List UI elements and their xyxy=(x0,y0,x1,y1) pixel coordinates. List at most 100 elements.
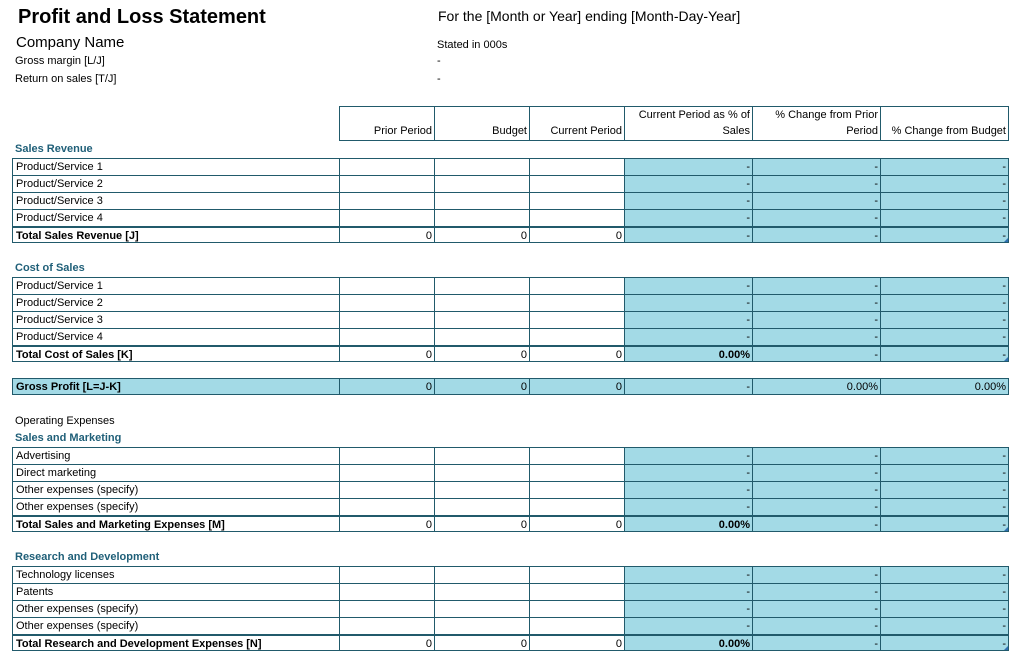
budget-cell[interactable]: 0 xyxy=(434,226,529,243)
current-period-cell[interactable] xyxy=(529,600,624,617)
pct-of-sales-cell[interactable]: 0.00% xyxy=(624,515,752,532)
budget-cell[interactable] xyxy=(434,209,529,226)
prior-period-cell[interactable] xyxy=(339,447,434,464)
change-prior-cell[interactable]: - xyxy=(752,583,880,600)
col-header-prior-period[interactable]: Prior Period xyxy=(339,106,434,141)
budget-cell[interactable] xyxy=(434,294,529,311)
col-header-change-budget[interactable]: % Change from Budget xyxy=(880,106,1009,141)
prior-period-cell[interactable]: 0 xyxy=(339,345,434,362)
budget-cell[interactable] xyxy=(434,447,529,464)
row-label[interactable]: Patents xyxy=(12,583,339,600)
change-prior-cell[interactable]: - xyxy=(752,294,880,311)
prior-period-cell[interactable] xyxy=(339,481,434,498)
pct-of-sales-cell[interactable]: - xyxy=(624,378,752,395)
row-label[interactable]: Other expenses (specify) xyxy=(12,617,339,634)
budget-cell[interactable] xyxy=(434,600,529,617)
change-budget-cell[interactable]: - xyxy=(880,447,1009,464)
row-label[interactable]: Product/Service 2 xyxy=(12,294,339,311)
row-label[interactable]: Product/Service 1 xyxy=(12,158,339,175)
change-prior-cell[interactable]: - xyxy=(752,192,880,209)
row-label[interactable]: Total Cost of Sales [K] xyxy=(12,345,339,362)
budget-cell[interactable] xyxy=(434,566,529,583)
row-label[interactable]: Product/Service 3 xyxy=(12,311,339,328)
pct-of-sales-cell[interactable]: - xyxy=(624,294,752,311)
current-period-cell[interactable] xyxy=(529,192,624,209)
prior-period-cell[interactable] xyxy=(339,583,434,600)
prior-period-cell[interactable] xyxy=(339,600,434,617)
row-label[interactable]: Gross Profit [L=J-K] xyxy=(12,378,339,395)
change-budget-cell[interactable]: - xyxy=(880,515,1009,532)
change-prior-cell[interactable]: - xyxy=(752,226,880,243)
change-budget-cell[interactable]: - xyxy=(880,498,1009,515)
prior-period-cell[interactable] xyxy=(339,192,434,209)
change-budget-cell[interactable]: - xyxy=(880,175,1009,192)
change-budget-cell[interactable]: - xyxy=(880,600,1009,617)
change-budget-cell[interactable]: - xyxy=(880,209,1009,226)
current-period-cell[interactable] xyxy=(529,498,624,515)
change-prior-cell[interactable]: - xyxy=(752,481,880,498)
change-budget-cell[interactable]: - xyxy=(880,192,1009,209)
change-budget-cell[interactable]: - xyxy=(880,583,1009,600)
change-budget-cell[interactable]: - xyxy=(880,311,1009,328)
pct-of-sales-cell[interactable]: - xyxy=(624,447,752,464)
prior-period-cell[interactable] xyxy=(339,566,434,583)
change-prior-cell[interactable]: - xyxy=(752,464,880,481)
prior-period-cell[interactable] xyxy=(339,277,434,294)
row-label[interactable]: Total Research and Development Expenses … xyxy=(12,634,339,651)
current-period-cell[interactable] xyxy=(529,294,624,311)
current-period-cell[interactable] xyxy=(529,447,624,464)
pct-of-sales-cell[interactable]: - xyxy=(624,583,752,600)
pct-of-sales-cell[interactable]: - xyxy=(624,192,752,209)
change-prior-cell[interactable]: - xyxy=(752,634,880,651)
prior-period-cell[interactable]: 0 xyxy=(339,634,434,651)
current-period-cell[interactable]: 0 xyxy=(529,515,624,532)
current-period-cell[interactable] xyxy=(529,209,624,226)
budget-cell[interactable] xyxy=(434,158,529,175)
change-prior-cell[interactable]: - xyxy=(752,277,880,294)
change-prior-cell[interactable]: - xyxy=(752,345,880,362)
prior-period-cell[interactable]: 0 xyxy=(339,515,434,532)
budget-cell[interactable] xyxy=(434,481,529,498)
row-label[interactable]: Product/Service 3 xyxy=(12,192,339,209)
pct-of-sales-cell[interactable]: - xyxy=(624,226,752,243)
current-period-cell[interactable] xyxy=(529,481,624,498)
pct-of-sales-cell[interactable]: 0.00% xyxy=(624,345,752,362)
budget-cell[interactable] xyxy=(434,464,529,481)
prior-period-cell[interactable]: 0 xyxy=(339,378,434,395)
prior-period-cell[interactable] xyxy=(339,158,434,175)
col-header-budget[interactable]: Budget xyxy=(434,106,529,141)
budget-cell[interactable]: 0 xyxy=(434,345,529,362)
row-label[interactable]: Product/Service 4 xyxy=(12,328,339,345)
current-period-cell[interactable]: 0 xyxy=(529,634,624,651)
change-prior-cell[interactable]: - xyxy=(752,515,880,532)
prior-period-cell[interactable] xyxy=(339,209,434,226)
current-period-cell[interactable] xyxy=(529,175,624,192)
prior-period-cell[interactable] xyxy=(339,294,434,311)
change-prior-cell[interactable]: - xyxy=(752,600,880,617)
change-budget-cell[interactable]: - xyxy=(880,226,1009,243)
prior-period-cell[interactable] xyxy=(339,498,434,515)
change-prior-cell[interactable]: 0.00% xyxy=(752,378,880,395)
change-prior-cell[interactable]: - xyxy=(752,617,880,634)
change-budget-cell[interactable]: - xyxy=(880,158,1009,175)
pct-of-sales-cell[interactable]: - xyxy=(624,277,752,294)
pct-of-sales-cell[interactable]: 0.00% xyxy=(624,634,752,651)
current-period-cell[interactable] xyxy=(529,583,624,600)
prior-period-cell[interactable] xyxy=(339,175,434,192)
change-prior-cell[interactable]: - xyxy=(752,566,880,583)
col-header-pct-of-sales[interactable]: Current Period as % of Sales xyxy=(624,106,752,141)
prior-period-cell[interactable]: 0 xyxy=(339,226,434,243)
row-label[interactable]: Advertising xyxy=(12,447,339,464)
current-period-cell[interactable] xyxy=(529,566,624,583)
change-prior-cell[interactable]: - xyxy=(752,209,880,226)
budget-cell[interactable]: 0 xyxy=(434,378,529,395)
row-label[interactable]: Other expenses (specify) xyxy=(12,498,339,515)
row-label[interactable]: Product/Service 4 xyxy=(12,209,339,226)
company-name[interactable]: Company Name xyxy=(16,34,125,51)
current-period-cell[interactable] xyxy=(529,158,624,175)
change-prior-cell[interactable]: - xyxy=(752,175,880,192)
prior-period-cell[interactable] xyxy=(339,328,434,345)
change-budget-cell[interactable]: - xyxy=(880,617,1009,634)
row-label[interactable]: Other expenses (specify) xyxy=(12,481,339,498)
prior-period-cell[interactable] xyxy=(339,617,434,634)
